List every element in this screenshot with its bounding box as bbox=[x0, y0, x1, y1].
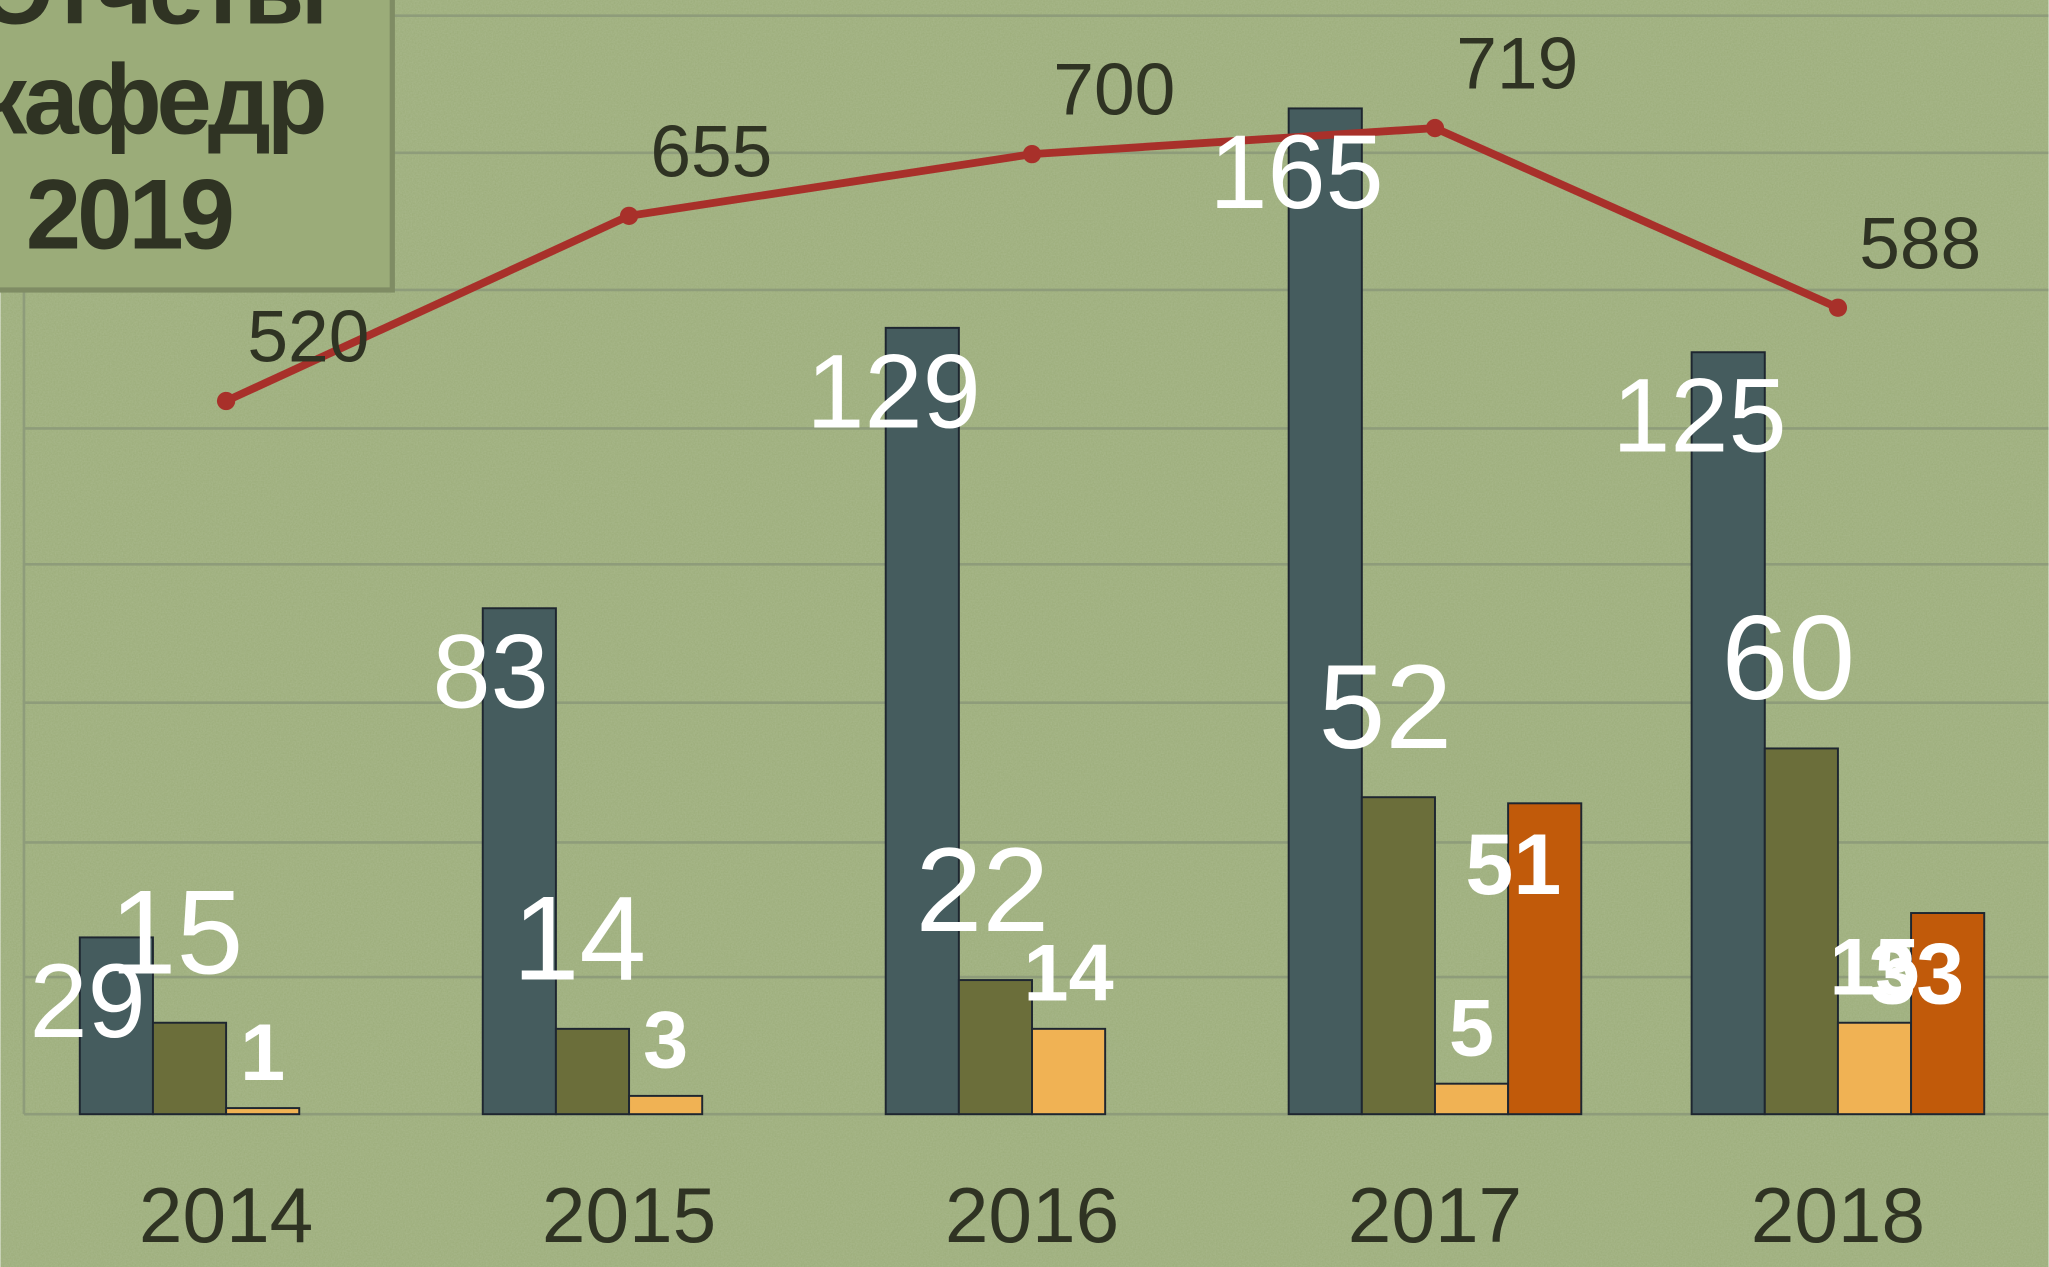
bar-value-label: 60 bbox=[1721, 591, 1855, 725]
bar-value-label: 52 bbox=[1319, 640, 1453, 774]
line-point bbox=[1425, 118, 1445, 138]
title-line: Отчеты bbox=[0, 0, 324, 46]
bar bbox=[1763, 747, 1839, 1116]
bar-value-label: 5 bbox=[1449, 983, 1494, 1073]
line-value-label: 588 bbox=[1859, 203, 1981, 284]
bar bbox=[1433, 1082, 1510, 1116]
bar bbox=[78, 936, 154, 1116]
line-value-label: 719 bbox=[1456, 24, 1578, 105]
x-tick-label: 2016 bbox=[945, 1171, 1119, 1259]
bar-value-label: 15 bbox=[1829, 922, 1919, 1012]
bar bbox=[1360, 796, 1436, 1116]
title-line: 2019 bbox=[26, 159, 232, 270]
bar bbox=[1031, 1027, 1107, 1116]
line-point bbox=[216, 391, 236, 411]
bar-value-label: 33 bbox=[1868, 927, 1964, 1023]
bar bbox=[1287, 107, 1363, 1116]
x-tick-label: 2014 bbox=[139, 1171, 313, 1259]
line-point bbox=[1828, 298, 1848, 317]
bar-value-label: 29 bbox=[30, 943, 146, 1060]
bar-value-label: 125 bbox=[1612, 358, 1786, 475]
title-line: кафедр bbox=[0, 44, 324, 155]
line-point bbox=[1022, 144, 1042, 164]
bar bbox=[1836, 1021, 1913, 1116]
line-value-label: 520 bbox=[247, 297, 369, 378]
bar-value-label: 14 bbox=[1024, 929, 1114, 1019]
bar-value-label: 14 bbox=[513, 872, 647, 1006]
bar bbox=[1690, 351, 1766, 1116]
bar-value-label: 83 bbox=[432, 614, 548, 731]
bar bbox=[1507, 802, 1583, 1116]
bar-value-label: 51 bbox=[1465, 817, 1561, 913]
bar-value-label: 165 bbox=[1209, 114, 1383, 231]
x-tick-label: 2015 bbox=[542, 1171, 716, 1259]
line-point bbox=[619, 206, 639, 225]
bar bbox=[957, 979, 1033, 1116]
bar bbox=[225, 1107, 301, 1116]
bar bbox=[481, 607, 557, 1116]
x-tick-label: 2018 bbox=[1751, 1171, 1925, 1259]
bar bbox=[1910, 912, 1986, 1116]
bar bbox=[151, 1021, 228, 1116]
bar-value-label: 22 bbox=[916, 823, 1050, 957]
bar-value-label: 15 bbox=[110, 865, 244, 999]
bar-value-label: 3 bbox=[643, 996, 688, 1086]
bar bbox=[884, 326, 960, 1116]
title: Отчеты кафедр 2019 bbox=[0, 0, 328, 270]
title-box bbox=[0, 0, 395, 293]
bar-value-label: 129 bbox=[806, 333, 980, 450]
line-value-label: 655 bbox=[650, 111, 772, 192]
bar bbox=[554, 1027, 631, 1116]
bar bbox=[628, 1094, 704, 1116]
line-value-label: 700 bbox=[1053, 50, 1175, 131]
x-tick-label: 2017 bbox=[1348, 1171, 1522, 1259]
bar-value-label: 1 bbox=[240, 1008, 285, 1098]
